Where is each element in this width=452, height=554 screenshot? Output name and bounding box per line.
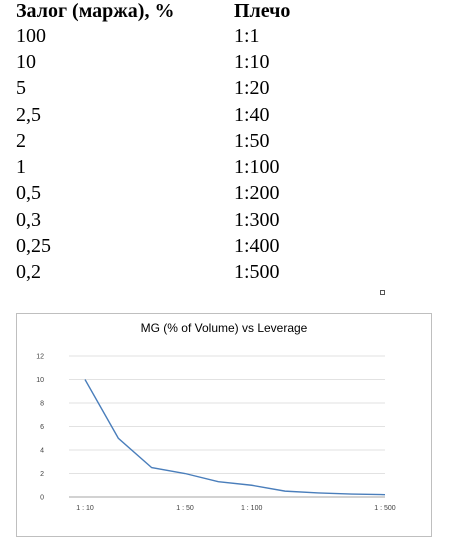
table-row: 2 1:50 — [16, 128, 316, 154]
cell-leverage: 1:100 — [234, 156, 280, 179]
cell-leverage: 1:200 — [234, 182, 280, 205]
table-row: 0,25 1:400 — [16, 233, 316, 259]
cell-margin: 100 — [16, 24, 46, 47]
cell-leverage: 1:500 — [234, 261, 280, 284]
cell-leverage: 1:40 — [234, 103, 270, 126]
small-square-marker — [380, 290, 385, 295]
chart-frame: MG (% of Volume) vs Leverage 0 2 4 6 8 10 12 1… — [16, 313, 432, 537]
table-row: 10 1:10 — [16, 49, 316, 75]
table-row: 1 1:100 — [16, 154, 316, 180]
cell-leverage: 1:1 — [234, 24, 260, 47]
table-row: 0,2 1:500 — [16, 260, 316, 286]
cell-margin: 1 — [16, 156, 26, 179]
series-line — [84, 379, 386, 496]
cell-margin: 0,3 — [16, 208, 41, 231]
y-tick-label: 10 — [36, 377, 44, 384]
y-tick-label: 2 — [40, 471, 44, 478]
table-header-row: Залог (маржа), % Плечо — [16, 0, 316, 23]
y-tick-label: 4 — [40, 448, 44, 455]
cell-margin: 0,2 — [16, 261, 41, 284]
x-tick-label: 1 : 10 — [76, 505, 94, 512]
x-tick-label: 1 : 500 — [374, 505, 396, 512]
margin-leverage-table: Залог (маржа), % Плечо 100 1:1 10 1:10 5 1:20… — [16, 0, 316, 286]
cell-leverage: 1:50 — [234, 129, 270, 152]
y-tick-label: 6 — [40, 424, 44, 431]
cell-margin: 5 — [16, 77, 26, 100]
header-margin: Залог (маржа), % — [16, 0, 175, 22]
line-chart: MG (% of Volume) vs Leverage 0 2 4 6 8 10 12 1… — [36, 321, 396, 512]
x-tick-label: 1 : 100 — [241, 505, 263, 512]
y-tick-label: 0 — [40, 495, 44, 502]
x-tick-label: 1 : 50 — [176, 505, 194, 512]
chart-title: MG (% of Volume) vs Leverage — [141, 321, 308, 335]
cell-margin: 2,5 — [16, 103, 41, 126]
table-row: 100 1:1 — [16, 23, 316, 49]
cell-leverage: 1:400 — [234, 235, 280, 258]
cell-margin: 0,25 — [16, 235, 51, 258]
header-leverage: Плечо — [234, 0, 291, 22]
y-tick-label: 12 — [36, 354, 44, 361]
table-row: 5 1:20 — [16, 76, 316, 102]
cell-leverage: 1:10 — [234, 50, 270, 73]
cell-margin: 10 — [16, 50, 36, 73]
cell-margin: 2 — [16, 129, 26, 152]
table-row: 2,5 1:40 — [16, 102, 316, 128]
y-tick-label: 8 — [40, 401, 44, 408]
cell-leverage: 1:300 — [234, 208, 280, 231]
table-row: 0,5 1:200 — [16, 181, 316, 207]
cell-leverage: 1:20 — [234, 77, 270, 100]
table-row: 0,3 1:300 — [16, 207, 316, 233]
cell-margin: 0,5 — [16, 182, 41, 205]
